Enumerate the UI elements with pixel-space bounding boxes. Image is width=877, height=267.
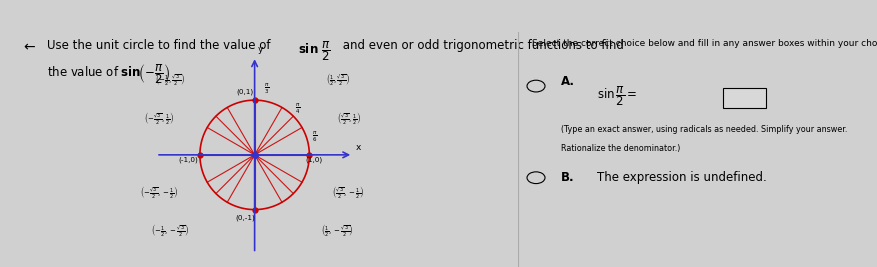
Text: $\left(-\frac{\sqrt{3}}{2},-\frac{1}{2}\right)$: $\left(-\frac{\sqrt{3}}{2},-\frac{1}{2}\… (139, 184, 178, 200)
Text: x: x (355, 143, 360, 152)
Text: Select the correct choice below and fill in any answer boxes within your choice: Select the correct choice below and fill… (531, 39, 877, 48)
Text: (0,-1): (0,-1) (235, 214, 254, 221)
Text: $\sin\dfrac{\pi}{2}=$: $\sin\dfrac{\pi}{2}=$ (596, 85, 637, 108)
Text: $\left(\frac{1}{2},\frac{\sqrt{3}}{2}\right)$: $\left(\frac{1}{2},\frac{\sqrt{3}}{2}\ri… (325, 71, 349, 87)
Text: $\frac{\pi}{6}$: $\frac{\pi}{6}$ (312, 129, 317, 144)
Text: $\left(\frac{1}{2},-\frac{\sqrt{3}}{2}\right)$: $\left(\frac{1}{2},-\frac{\sqrt{3}}{2}\r… (321, 222, 353, 238)
FancyBboxPatch shape (723, 88, 766, 108)
Text: $\mathbf{sin}\ \dfrac{\pi}{2}$: $\mathbf{sin}\ \dfrac{\pi}{2}$ (297, 39, 330, 63)
Text: The expression is undefined.: The expression is undefined. (596, 171, 766, 184)
Text: $\leftarrow$: $\leftarrow$ (21, 39, 36, 53)
Text: and even or odd trigonometric functions to find: and even or odd trigonometric functions … (339, 39, 624, 52)
Text: (Type an exact answer, using radicals as needed. Simplify your answer.: (Type an exact answer, using radicals as… (560, 125, 846, 134)
Text: $\left(-\frac{1}{2},-\frac{\sqrt{3}}{2}\right)$: $\left(-\frac{1}{2},-\frac{\sqrt{3}}{2}\… (150, 222, 189, 238)
Text: $\frac{\pi}{3}$: $\frac{\pi}{3}$ (264, 81, 269, 96)
Text: (0,1): (0,1) (236, 89, 253, 95)
Text: y: y (257, 45, 262, 54)
Text: Use the unit circle to find the value of: Use the unit circle to find the value of (46, 39, 274, 52)
Text: A.: A. (560, 75, 574, 88)
Text: the value of $\mathbf{sin}\!\left(-\dfrac{\pi}{2}\right)$: the value of $\mathbf{sin}\!\left(-\dfra… (46, 62, 169, 86)
Text: $\left(-\frac{\sqrt{3}}{2},\frac{1}{2}\right)$: $\left(-\frac{\sqrt{3}}{2},\frac{1}{2}\r… (144, 110, 174, 126)
Text: Rationalize the denominator.): Rationalize the denominator.) (560, 144, 680, 153)
Text: (-1,0): (-1,0) (178, 157, 197, 163)
Text: B.: B. (560, 171, 574, 184)
Text: (1,0): (1,0) (305, 157, 322, 163)
Text: $\left(\frac{\sqrt{3}}{2},-\frac{1}{2}\right)$: $\left(\frac{\sqrt{3}}{2},-\frac{1}{2}\r… (332, 184, 365, 200)
Text: $\left(-\frac{1}{2},\frac{\sqrt{3}}{2}\right)$: $\left(-\frac{1}{2},\frac{\sqrt{3}}{2}\r… (154, 71, 184, 87)
Text: $\frac{\pi}{4}$: $\frac{\pi}{4}$ (295, 101, 300, 116)
Text: $\left(\frac{\sqrt{3}}{2},\frac{1}{2}\right)$: $\left(\frac{\sqrt{3}}{2},\frac{1}{2}\ri… (337, 110, 360, 126)
